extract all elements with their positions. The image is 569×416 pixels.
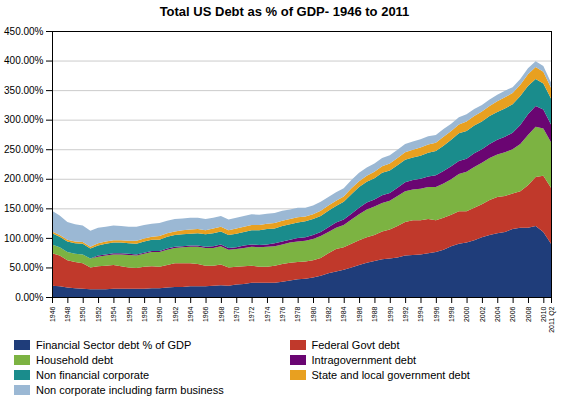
html-text:Non financial corporate: Non financial corporate <box>36 369 150 381</box>
svg-text:1948: 1948 <box>64 306 71 322</box>
svg-text:1962: 1962 <box>172 306 179 322</box>
svg-text:2004: 2004 <box>494 306 501 322</box>
svg-text:2008: 2008 <box>525 306 532 322</box>
html-text:Financial Sector debt % of GDP: Financial Sector debt % of GDP <box>36 339 192 351</box>
svg-text:200.00%: 200.00% <box>4 173 44 184</box>
svg-text:2010: 2010 <box>540 306 547 322</box>
svg-text:1986: 1986 <box>356 306 363 322</box>
svg-text:1956: 1956 <box>126 306 133 322</box>
svg-text:2002: 2002 <box>479 306 486 322</box>
html-text:State and local government deb: State and local government debt <box>311 369 470 381</box>
svg-text:1970: 1970 <box>233 306 240 322</box>
svg-text:1958: 1958 <box>141 306 148 322</box>
svg-text:1996: 1996 <box>433 306 440 322</box>
svg-text:1954: 1954 <box>110 306 117 322</box>
svg-text:1952: 1952 <box>95 306 102 322</box>
svg-text:1976: 1976 <box>279 306 286 322</box>
svg-text:400.00%: 400.00% <box>4 55 44 66</box>
svg-text:50.00%: 50.00% <box>10 262 44 273</box>
svg-text:1968: 1968 <box>218 306 225 322</box>
svg-text:1994: 1994 <box>417 306 424 322</box>
svg-text:1950: 1950 <box>79 306 86 322</box>
svg-text:1998: 1998 <box>448 306 455 322</box>
svg-text:1980: 1980 <box>310 306 317 322</box>
svg-text:250.00%: 250.00% <box>4 144 44 155</box>
svg-text:1974: 1974 <box>264 306 271 322</box>
svg-text:150.00%: 150.00% <box>4 203 44 214</box>
html-text:Total US Debt as % of GDP- 194: Total US Debt as % of GDP- 1946 to 2011 <box>159 4 410 19</box>
svg-text:300.00%: 300.00% <box>4 114 44 125</box>
svg-text:2011 Q2: 2011 Q2 <box>548 306 556 332</box>
html-text:Non corporate including farm b: Non corporate including farm business <box>36 384 224 396</box>
svg-text:1982: 1982 <box>325 306 332 322</box>
svg-text:1984: 1984 <box>340 306 347 322</box>
svg-text:1964: 1964 <box>187 306 194 322</box>
svg-text:1946: 1946 <box>49 306 56 322</box>
svg-text:1966: 1966 <box>202 306 209 322</box>
svg-text:2000: 2000 <box>463 306 470 322</box>
html-text:Federal Govt debt: Federal Govt debt <box>311 339 400 351</box>
svg-text:0.00%: 0.00% <box>15 292 43 303</box>
svg-text:2006: 2006 <box>509 306 516 322</box>
svg-text:1988: 1988 <box>371 306 378 322</box>
svg-text:350.00%: 350.00% <box>4 85 44 96</box>
svg-text:100.00%: 100.00% <box>4 233 44 244</box>
html-text:Intragovernment debt: Intragovernment debt <box>311 354 417 366</box>
html-text:Household debt: Household debt <box>36 354 114 366</box>
svg-text:1972: 1972 <box>248 306 255 322</box>
svg-text:1992: 1992 <box>402 306 409 322</box>
svg-text:1960: 1960 <box>156 306 163 322</box>
svg-text:1978: 1978 <box>294 306 301 322</box>
svg-text:450.00%: 450.00% <box>4 26 44 37</box>
svg-text:1990: 1990 <box>387 306 394 322</box>
